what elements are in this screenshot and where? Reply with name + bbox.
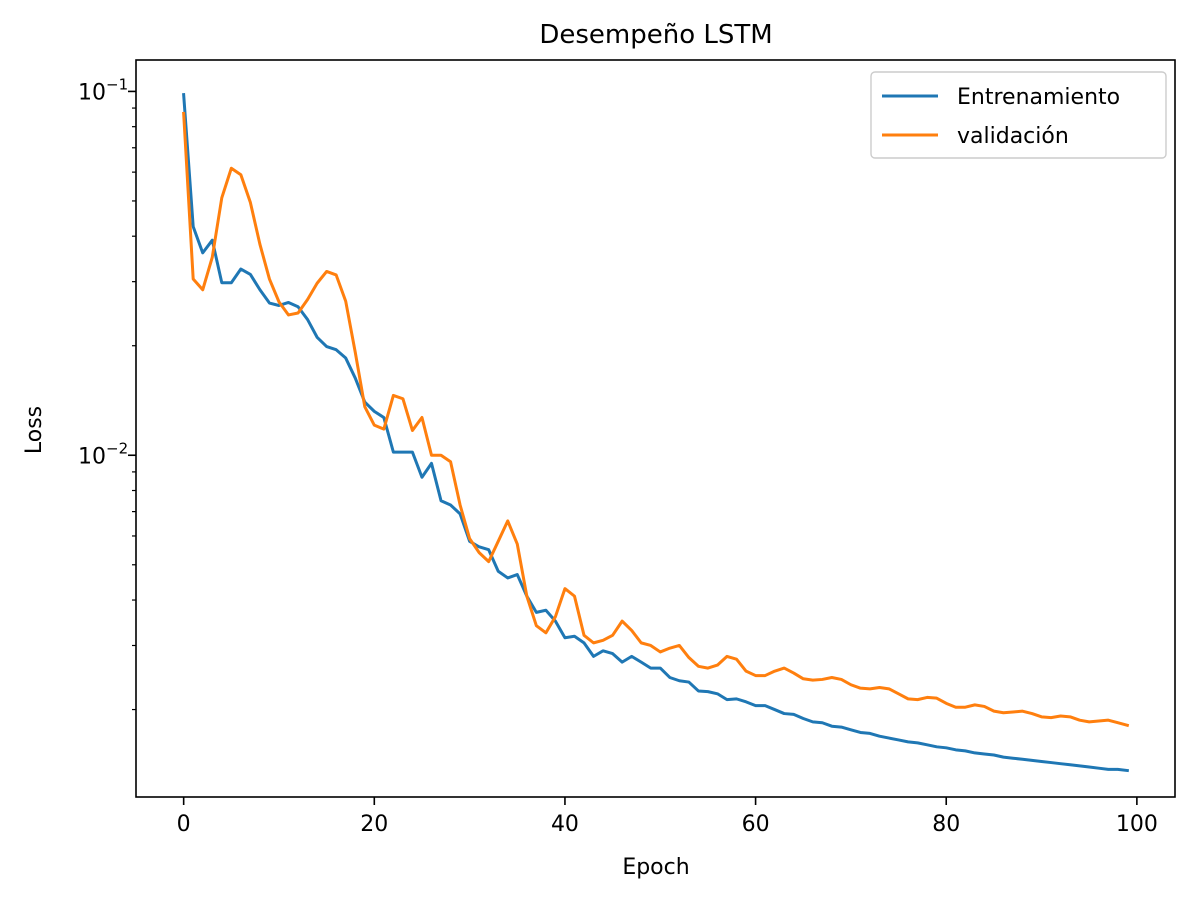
legend-label-entrenamiento: Entrenamiento	[957, 85, 1120, 110]
x-tick-label: 80	[932, 812, 960, 837]
y-axis-label: Loss	[22, 406, 47, 454]
plot-frame	[135, 59, 1176, 798]
y-axis-ticks: 10−1 10−2	[78, 75, 136, 711]
series-line-validacion	[182, 111, 1130, 728]
x-tick-label: 60	[742, 812, 770, 837]
x-tick-label: 40	[551, 812, 579, 837]
series-lines	[182, 93, 1130, 773]
legend-label-validacion: validación	[957, 124, 1069, 149]
x-tick-label: 100	[1116, 812, 1158, 837]
legend: Entrenamiento validación	[870, 71, 1167, 159]
series-line-entrenamiento	[182, 93, 1130, 773]
chart-title: Desempeño LSTM	[539, 20, 772, 50]
y-tick-label: 10−2	[78, 439, 128, 469]
legend-box	[870, 71, 1167, 159]
x-axis-label: Epoch	[622, 855, 689, 880]
y-tick-label: 10−1	[78, 75, 128, 105]
x-tick-label: 20	[360, 812, 388, 837]
x-tick-label: 0	[177, 812, 191, 837]
x-axis-ticks: 0 20 40 60 80 100	[177, 797, 1158, 837]
